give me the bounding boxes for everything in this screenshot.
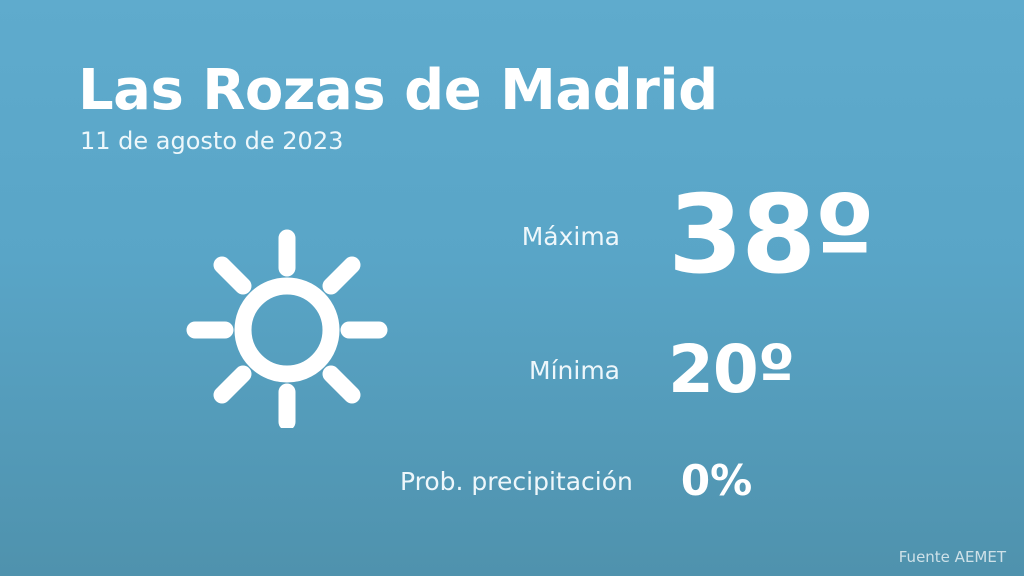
- measures-list: Máxima 38º Mínima 20º Prob. precipitació…: [400, 170, 960, 524]
- location-title: Las Rozas de Madrid: [78, 58, 718, 123]
- maxima-label: Máxima: [521, 221, 620, 251]
- minima-label: Mínima: [529, 355, 620, 385]
- measure-row-maxima: Máxima 38º: [400, 170, 960, 302]
- card-header: Las Rozas de Madrid 11 de agosto de 2023: [78, 58, 718, 155]
- maxima-value: 38º: [668, 173, 875, 298]
- precipitacion-value: 0%: [680, 456, 753, 505]
- forecast-date: 11 de agosto de 2023: [80, 126, 344, 155]
- source-attribution: Fuente AEMET: [898, 548, 1006, 566]
- measure-row-precipitacion: Prob. precipitación 0%: [400, 438, 960, 524]
- sun-clear-icon: [182, 228, 392, 428]
- measure-row-minima: Mínima 20º: [400, 302, 960, 438]
- precipitacion-label: Prob. precipitación: [400, 466, 633, 496]
- minima-value: 20º: [668, 331, 795, 408]
